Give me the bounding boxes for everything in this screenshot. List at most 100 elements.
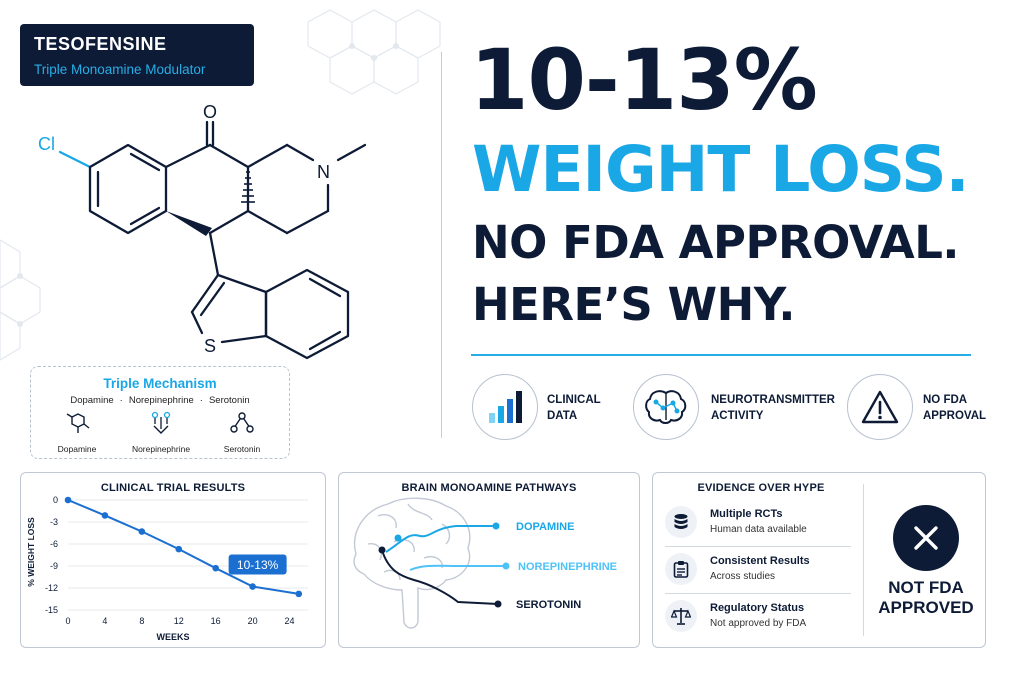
vertical-divider xyxy=(441,52,442,438)
headline-no-fda: NO FDA APPROVAL. xyxy=(472,216,960,269)
y-tick-label: -12 xyxy=(45,583,58,593)
data-point xyxy=(295,590,303,598)
serotonin-pathway-end xyxy=(494,600,502,608)
x-tick-label: 20 xyxy=(248,616,258,626)
serotonin-node xyxy=(378,546,386,554)
brain-panel-title: BRAIN MONOAMINE PATHWAYS xyxy=(401,482,577,494)
chlorine-label: Cl xyxy=(38,134,55,154)
mechanism-sub-dopamine: Dopamine xyxy=(70,395,114,406)
dopamine-pathway-line xyxy=(385,525,496,553)
feature-line: APPROVAL xyxy=(923,409,987,422)
feature-line: NO FDA xyxy=(923,394,968,406)
serotonin-molecule-icon xyxy=(230,412,254,433)
pathway-label-norepinephrine: NOREPINEPHRINE xyxy=(518,561,617,573)
dopamine-item: Dopamine xyxy=(37,411,117,454)
x-tick-label: 24 xyxy=(285,616,295,626)
feature-line: DATA xyxy=(547,409,578,422)
norepinephrine-pathway-line xyxy=(409,564,506,571)
not-fda-approved-label: NOT FDA APPROVED xyxy=(866,578,986,617)
feature-line: NEUROTRANSMITTER xyxy=(711,394,835,406)
badge-title: TESOFENSINE xyxy=(34,34,167,54)
evidence-title-results: Consistent Results xyxy=(710,555,810,567)
evidence-item-rcts: Multiple RCTs Human data available xyxy=(665,506,853,548)
mechanism-sub-serotonin: Serotonin xyxy=(208,395,250,406)
y-tick-label: 0 xyxy=(53,495,58,505)
triple-mechanism-box: Triple Mechanism Dopamine · Norepinephrine… xyxy=(30,366,290,459)
evidence-sub-results: Across studies xyxy=(710,571,776,582)
feature-line: CLINICAL xyxy=(547,394,601,406)
headline-heres-why: HERE’S WHY. xyxy=(472,278,796,331)
clipboard-icon xyxy=(665,553,697,585)
tesofensine-structure-diagram: Cl O N S xyxy=(38,102,367,360)
feature-line: ACTIVITY xyxy=(711,409,764,422)
evidence-item-results: Consistent Results Across studies xyxy=(665,553,853,595)
mechanism-subtitle: Dopamine · Norepinephrine · Serotonin xyxy=(70,395,250,406)
chart-title: CLINICAL TRIAL RESULTS xyxy=(100,482,246,494)
sulfur-label: S xyxy=(204,336,216,356)
evidence-title: EVIDENCE OVER HYPE xyxy=(697,482,825,494)
data-point xyxy=(175,545,183,553)
evidence-divider xyxy=(665,593,851,594)
norepinephrine-item: Norepinephrine xyxy=(121,411,201,454)
annotation-badge xyxy=(228,554,287,575)
y-tick-label: -3 xyxy=(50,517,58,527)
warning-icon xyxy=(847,374,913,440)
x-tick-label: 0 xyxy=(65,616,70,626)
data-point xyxy=(101,512,109,519)
data-point xyxy=(64,496,72,504)
serotonin-pathway-line xyxy=(381,549,499,605)
evidence-sub-regulatory: Not approved by FDA xyxy=(710,618,807,629)
scales-icon xyxy=(665,600,697,632)
x-tick-label: 16 xyxy=(211,616,221,626)
feature-no-fda: NO FDA APPROVAL xyxy=(923,393,986,424)
pathway-label-serotonin: SEROTONIN xyxy=(516,599,581,611)
dopamine-pathway-end xyxy=(492,522,500,530)
serotonin-item: Serotonin xyxy=(202,411,282,454)
evidence-sub-rcts: Human data available xyxy=(710,524,807,535)
x-tick-label: 8 xyxy=(139,616,144,626)
feature-clinical-data: CLINICAL DATA xyxy=(547,393,601,424)
data-point xyxy=(212,564,219,572)
norepinephrine-pathway-end xyxy=(502,562,510,570)
norepinephrine-molecule-icon xyxy=(151,411,171,434)
evidence-title-rcts: Multiple RCTs xyxy=(710,508,783,520)
norepinephrine-label: Norepinephrine xyxy=(131,444,191,454)
evidence-title-regulatory: Regulatory Status xyxy=(710,602,805,614)
close-x-icon xyxy=(893,505,959,571)
dopamine-node xyxy=(394,534,402,542)
headline-rule xyxy=(471,354,971,356)
database-icon xyxy=(665,506,697,538)
title-badge: TESOFENSINE Triple Monoamine Modulator xyxy=(20,24,254,86)
oxygen-label: O xyxy=(203,102,217,122)
mechanism-title: Triple Mechanism xyxy=(103,376,217,391)
badge-subtitle: Triple Monoamine Modulator xyxy=(34,62,206,77)
evidence-item-regulatory: Regulatory Status Not approved by FDA xyxy=(665,600,853,642)
mechanism-sub-norepinephrine: Norepinephrine xyxy=(128,395,194,406)
evidence-vertical-divider xyxy=(863,484,864,636)
pathway-label-dopamine: DOPAMINE xyxy=(516,521,574,533)
brain-pathways-panel: BRAIN MONOAMINE PATHWAYS xyxy=(338,472,640,648)
brain-pathways-diagram: DOPAMINE NOREPINEPHRINE SEROTONIN xyxy=(353,497,617,629)
headline-weight-loss: WEIGHT LOSS. xyxy=(472,133,970,206)
chart-xlabel: WEEKS xyxy=(156,632,189,642)
chart-ylabel: % WEIGHT LOSS xyxy=(26,517,36,587)
evidence-divider xyxy=(665,546,851,547)
serotonin-label: Serotonin xyxy=(223,444,261,454)
y-tick-label: -6 xyxy=(50,539,58,549)
y-tick-label: -15 xyxy=(45,605,58,615)
data-point xyxy=(249,583,256,590)
x-tick-label: 12 xyxy=(174,616,184,626)
verdict-line-2: APPROVED xyxy=(878,597,974,617)
clinical-trial-chart: 0 -3 -6 -9 -12 -15 0 4 8 12 16 20 24 10-13% % WEIGHT… xyxy=(26,495,308,642)
verdict-line-1: NOT FDA xyxy=(888,578,964,597)
nitrogen-label: N xyxy=(317,162,330,182)
annotation-label: 10-13% xyxy=(237,558,279,572)
headline-percent: 10-13% xyxy=(470,31,818,129)
x-tick-label: 4 xyxy=(102,616,107,626)
data-point xyxy=(138,528,146,535)
brain-network-icon xyxy=(633,374,699,440)
dopamine-molecule-icon xyxy=(66,413,90,433)
dopamine-label: Dopamine xyxy=(57,444,97,454)
y-tick-label: -9 xyxy=(50,561,58,571)
bar-chart-icon xyxy=(472,374,538,440)
